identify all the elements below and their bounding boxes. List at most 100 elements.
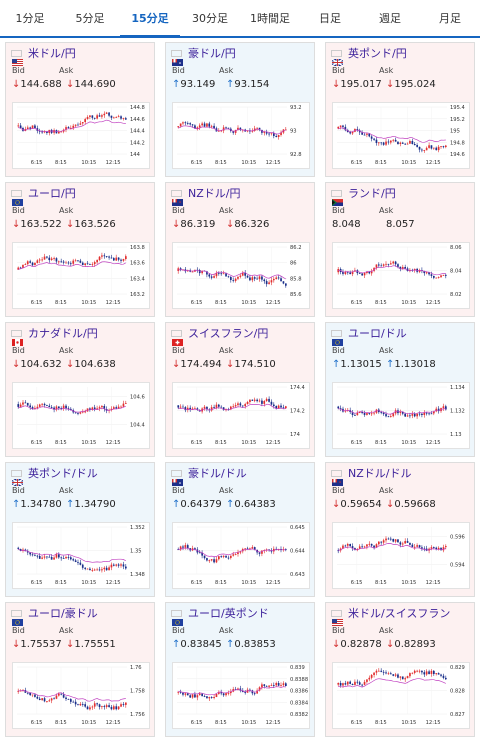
pair-name[interactable]: 米ドル/円 <box>28 47 76 60</box>
candle-body <box>222 555 225 557</box>
candle-body <box>108 112 110 116</box>
candle-body <box>366 544 368 547</box>
candle-body <box>280 132 282 135</box>
rate-card[interactable]: ユーロ/ドル Bid Ask ↑1.13015 ↑1.13018 1.134 1.… <box>325 322 475 457</box>
rate-card[interactable]: ランド/円 Bid Ask 8.048 8.057 8.06 8.04 8.02 6:… <box>325 182 475 317</box>
pair-name[interactable]: 英ポンド/円 <box>348 47 407 60</box>
candle-body <box>215 693 218 697</box>
candle-body <box>194 408 196 410</box>
tab-1min[interactable]: 1分足 <box>15 12 45 25</box>
rate-card[interactable]: 英ポンド/ドル Bid Ask ↑1.34780 ↑1.34790 1.352 1… <box>5 462 155 597</box>
candle-body <box>385 414 387 417</box>
candle-body <box>418 545 421 548</box>
candle-body <box>120 259 122 261</box>
rate-card[interactable]: カナダドル/円 Bid Ask ↓104.632 ↓104.638 104.6 1… <box>5 322 155 457</box>
tab-1hour[interactable]: 1時間足 <box>250 12 290 25</box>
arrow-down-icon: ↓ <box>172 218 181 230</box>
price-chart[interactable]: 93.2 93 92.8 6:15 8:15 10:15 12:15 <box>172 102 310 169</box>
price-chart[interactable]: 0.645 0.644 0.643 6:15 8:15 10:15 12:15 <box>172 522 310 589</box>
rate-card[interactable]: 米ドル/スイスフラン Bid Ask ↓0.82878 ↓0.82893 0.8… <box>325 602 475 737</box>
rate-card[interactable]: NZドル/ドル Bid Ask ↓0.59654 ↓0.59668 0.596 0… <box>325 462 475 597</box>
pair-name[interactable]: ランド/円 <box>348 187 396 200</box>
tab-weekly[interactable]: 週足 <box>379 12 401 25</box>
candle-body <box>413 670 416 673</box>
pair-name[interactable]: 豪ドル/ドル <box>188 467 247 480</box>
pair-name[interactable]: カナダドル/円 <box>28 327 98 340</box>
candle-body <box>41 698 43 700</box>
tab-15min[interactable]: 15分足 <box>120 0 180 38</box>
pair-name[interactable]: スイスフラン/円 <box>188 327 269 340</box>
price-chart[interactable]: 1.352 1.35 1.348 6:15 8:15 10:15 12:15 <box>12 522 150 589</box>
candle-body <box>399 142 402 144</box>
candle-body <box>430 413 433 415</box>
price-chart[interactable]: 1.134 1.132 1.13 6:15 8:15 10:15 12:15 <box>332 382 470 449</box>
arrow-up-icon: ↑ <box>386 358 395 370</box>
rate-card[interactable]: ユーロ/英ポンド Bid Ask ↑0.83845 ↑0.83853 0.839… <box>165 602 315 737</box>
y-tick-label: 195.2 <box>450 117 465 123</box>
candle-body <box>280 685 282 686</box>
eu-flag-icon <box>171 609 183 626</box>
price-chart[interactable]: 104.6 104.4 6:15 8:15 10:15 12:15 <box>12 382 150 449</box>
rate-card[interactable]: 豪ドル/ドル Bid Ask ↑0.64379 ↑0.64383 0.645 0.… <box>165 462 315 597</box>
candle-body <box>249 277 251 281</box>
price-chart[interactable]: 1.76 1.758 1.756 6:15 8:15 10:15 12:15 <box>12 662 150 729</box>
rate-card[interactable]: スイスフラン/円 Bid Ask ↓174.494 ↓174.510 174.4… <box>165 322 315 457</box>
x-tick-label: 12:15 <box>426 440 441 446</box>
x-tick-label: 10:15 <box>401 300 416 306</box>
candle-body <box>215 404 218 408</box>
candle-body <box>241 272 244 276</box>
arrow-down-icon: ↓ <box>386 78 395 90</box>
pair-name[interactable]: NZドル/円 <box>188 187 241 200</box>
rate-card[interactable]: ユーロ/円 Bid Ask ↓163.522 ↓163.526 163.8 163… <box>5 182 155 317</box>
pair-name[interactable]: ユーロ/豪ドル <box>28 607 98 620</box>
candle-body <box>225 273 227 277</box>
pair-name[interactable]: 米ドル/スイスフラン <box>348 607 451 620</box>
price-chart[interactable]: 86.2 86 85.8 85.6 6:15 8:15 10:15 12:15 <box>172 242 310 309</box>
price-chart[interactable]: 144.8 144.6 144.4 144.2 144 6:15 8:15 10:15 12:1… <box>12 102 150 169</box>
y-tick-label: 163.4 <box>130 276 146 282</box>
tab-30min[interactable]: 30分足 <box>192 12 228 25</box>
arrow-down-icon: ↓ <box>66 638 75 650</box>
tab-daily[interactable]: 日足 <box>319 12 341 25</box>
candle-body <box>399 542 402 545</box>
candle-body <box>234 129 237 133</box>
pair-name[interactable]: 英ポンド/ドル <box>28 467 98 480</box>
ask-label: Ask <box>379 486 394 495</box>
x-tick-label: 10:15 <box>401 580 416 586</box>
tab-5min[interactable]: 5分足 <box>75 12 105 25</box>
eu-flag-icon <box>11 609 23 626</box>
pair-name[interactable]: 豪ドル/円 <box>188 47 236 60</box>
tab-monthly[interactable]: 月足 <box>439 12 461 25</box>
rate-card[interactable]: 豪ドル/円 Bid Ask ↑93.149 ↑93.154 93.2 93 92.8… <box>165 42 315 177</box>
candle-body <box>105 256 108 257</box>
arrow-up-icon: ↑ <box>172 78 181 90</box>
rate-card[interactable]: 米ドル/円 Bid Ask ↓144.688 ↓144.690 144.8 144… <box>5 42 155 177</box>
pair-name[interactable]: ユーロ/円 <box>28 187 76 200</box>
price-chart[interactable]: 195.4 195.2 195 194.8 194.6 6:15 8:15 10:15 12:1… <box>332 102 470 169</box>
y-tick-label: 1.756 <box>130 712 145 718</box>
y-tick-label: 85.8 <box>290 276 302 282</box>
rate-card[interactable]: ユーロ/豪ドル Bid Ask ↓1.75537 ↓1.75551 1.76 1.… <box>5 602 155 737</box>
pair-name[interactable]: ユーロ/英ポンド <box>188 607 269 620</box>
pair-name[interactable]: NZドル/ドル <box>348 467 412 480</box>
arrow-down-icon: ↓ <box>66 358 75 370</box>
price-chart[interactable]: 163.8 163.6 163.4 163.2 6:15 8:15 10:15 12:15 <box>12 242 150 309</box>
candle-body <box>442 547 445 551</box>
pair-name[interactable]: ユーロ/ドル <box>348 327 407 340</box>
rate-card[interactable]: NZドル/円 Bid Ask ↓86.319 ↓86.326 86.2 86 85.… <box>165 182 315 317</box>
candle-body <box>401 676 404 680</box>
x-tick-label: 8:15 <box>375 300 387 306</box>
candle-body <box>237 688 239 690</box>
candle-body <box>433 147 435 149</box>
price-chart[interactable]: 8.06 8.04 8.02 6:15 8:15 10:15 12:15 <box>332 242 470 309</box>
candle-body <box>230 691 232 694</box>
price-chart[interactable]: 0.596 0.594 6:15 8:15 10:15 12:15 <box>332 522 470 589</box>
arrow-down-icon: ↓ <box>332 78 341 90</box>
rate-card[interactable]: 英ポンド/円 Bid Ask ↓195.017 ↓195.024 195.4 19… <box>325 42 475 177</box>
x-tick-label: 8:15 <box>375 720 387 726</box>
candle-body <box>375 264 378 268</box>
price-chart[interactable]: 174.4 174.2 174 6:15 8:15 10:15 12:15 <box>172 382 310 449</box>
price-chart[interactable]: 0.839 0.8388 0.8386 0.8384 0.8382 6:15 8:15 10:… <box>172 662 310 729</box>
price-chart[interactable]: 0.829 0.828 0.827 6:15 8:15 10:15 12:15 <box>332 662 470 729</box>
candle-body <box>442 406 445 409</box>
